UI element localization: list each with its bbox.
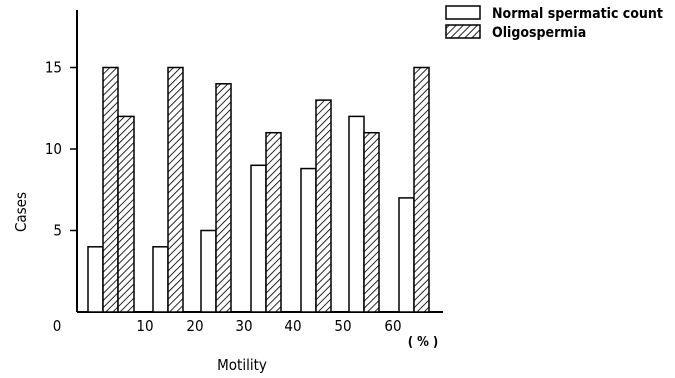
bar-normal-10-20 xyxy=(152,246,169,313)
x-tick-label: 50 xyxy=(334,317,351,335)
y-tick-label: 5 xyxy=(53,222,62,240)
bar-oligospermia-60-70 xyxy=(413,66,430,313)
bar-oligospermia-30-40 xyxy=(265,131,282,313)
x-tick-label: 20 xyxy=(186,317,203,335)
legend-swatch-normal xyxy=(445,5,481,20)
y-tick-label: 10 xyxy=(45,140,62,158)
legend-swatch-oligospermia xyxy=(445,24,481,39)
bar-oligospermia-20-30 xyxy=(215,83,232,313)
x-axis-title: Motility xyxy=(217,356,267,374)
bar-oligospermia-40-50 xyxy=(315,99,332,313)
legend-label-oligospermia: Oligospermia xyxy=(492,25,586,41)
bar-normal-40-50 xyxy=(300,167,317,313)
x-tick-label: 60 xyxy=(384,317,401,335)
bar-normal-60-70 xyxy=(398,197,415,313)
legend: Normal spermatic count Oligospermia xyxy=(445,5,663,41)
x-tick-label: 40 xyxy=(284,317,301,335)
legend-label-normal: Normal spermatic count xyxy=(492,6,663,22)
x-axis-unit: ( % ) xyxy=(408,335,439,350)
bar-oligospermia-0-10 xyxy=(102,66,119,313)
bar-oligospermia-10-20 xyxy=(167,66,184,313)
x-tick-label: 10 xyxy=(136,317,153,335)
bar-oligospermia-extra-0-10 xyxy=(117,115,135,313)
bar-normal-0-10 xyxy=(87,246,104,313)
origin-label: 0 xyxy=(53,317,62,335)
y-axis-title: Cases xyxy=(12,192,30,232)
bar-oligospermia-50-60 xyxy=(363,131,380,313)
x-tick-label: 30 xyxy=(235,317,252,335)
y-tick-label: 15 xyxy=(45,59,62,77)
bar-normal-50-60 xyxy=(348,115,365,313)
chart-marks: 5 10 15 10 20 30 40 50 60 xyxy=(45,59,430,335)
bar-normal-30-40 xyxy=(250,164,267,313)
bar-normal-20-30 xyxy=(200,229,217,313)
